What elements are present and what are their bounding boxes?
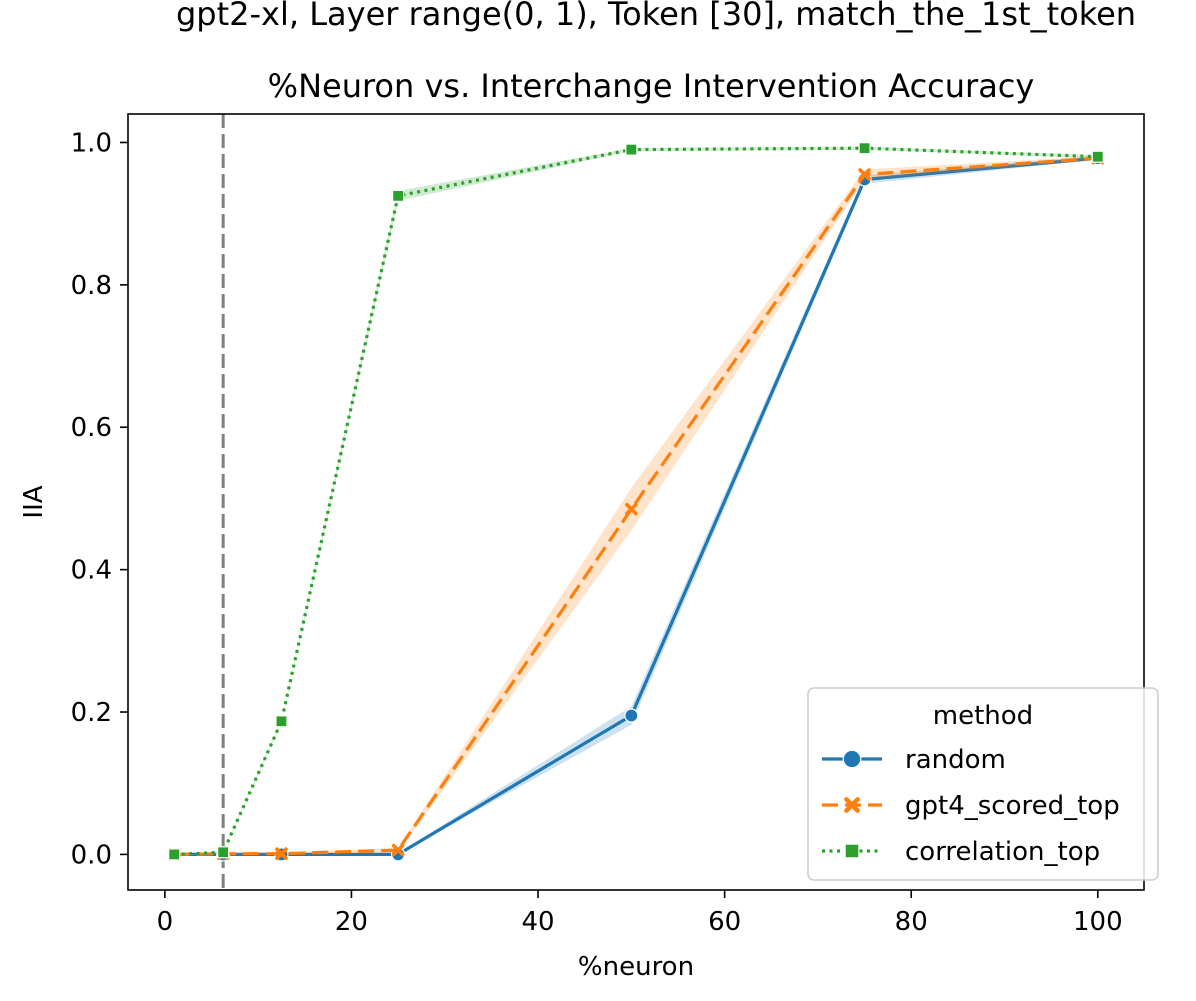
y-tick-label: 1.0 [71,128,112,158]
legend-marker [842,749,862,769]
point-correlation_top [858,142,871,155]
legend-entry-gpt4_scored_top: gpt4_scored_top [822,791,1120,821]
y-axis-label: IIA [19,485,49,518]
x-tick-label: 40 [521,907,554,937]
point-correlation_top [168,848,181,861]
x-tick-label: 80 [895,907,928,937]
legend-marker [844,843,860,859]
y-tick-label: 0.0 [71,840,112,870]
y-tick-label: 0.6 [71,413,112,443]
plot-area [167,114,1105,890]
x-axis: 0 20 40 60 80 100 [157,890,1123,937]
point-random [624,708,639,723]
x-tick-label: 60 [708,907,741,937]
chart-title: %Neuron vs. Interchange Intervention Acc… [268,67,1035,105]
point-correlation_top [625,143,638,156]
point-correlation_top [391,189,405,202]
y-tick-label: 0.2 [71,698,112,728]
point-gpt4_scored_top [625,502,638,516]
point-correlation_top [1091,150,1104,163]
point-gpt4_scored_top [391,843,405,857]
chart-suptitle: gpt2-xl, Layer range(0, 1), Token [30], … [176,0,1136,33]
series-correlation_top [168,142,1104,861]
x-tick-label: 100 [1073,907,1123,937]
x-tick-label: 20 [335,907,368,937]
legend-marker [844,797,860,813]
point-correlation_top [275,715,288,728]
legend-label: correlation_top [905,837,1100,867]
x-axis-label: %neuron [578,952,694,982]
y-tick-label: 0.4 [71,556,112,586]
axes-frame [127,113,1145,891]
legend-label: gpt4_scored_top [905,791,1120,821]
x-tick-label: 0 [157,907,174,937]
y-axis: 0.0 0.2 0.4 0.6 0.8 1.0 [71,128,128,870]
legend-entry-random: random [822,745,1006,775]
y-tick-label: 0.8 [71,271,112,301]
point-gpt4_scored_top [858,168,871,181]
legend: method random gpt4_scored_top correlation_… [807,687,1159,881]
legend-entry-correlation_top: correlation_top [822,837,1100,867]
legend-title: method [933,701,1033,731]
point-gpt4_scored_top [275,847,288,860]
legend-frame [807,687,1159,881]
point-correlation_top [217,846,230,859]
legend-label: random [905,745,1006,775]
